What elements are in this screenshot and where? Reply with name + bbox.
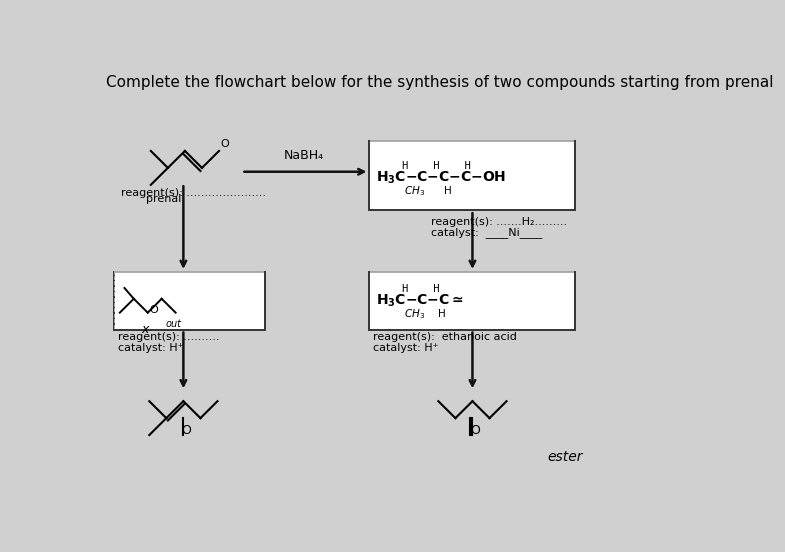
Text: reagent(s): .......H₂.........: reagent(s): .......H₂......... — [432, 217, 568, 227]
Text: O: O — [221, 140, 229, 150]
Text: reagent(s): ......................: reagent(s): ...................... — [122, 188, 266, 198]
Text: Complete the flowchart below for the synthesis of two compounds starting from pr: Complete the flowchart below for the syn… — [106, 76, 773, 91]
Text: O: O — [181, 424, 191, 437]
Text: H    H: H H — [402, 284, 440, 294]
Bar — [370, 272, 575, 330]
Bar — [370, 141, 575, 210]
Text: H    H    H: H H H — [402, 161, 471, 171]
Bar — [114, 272, 265, 330]
Text: reagent(s): ..........: reagent(s): .......... — [118, 332, 219, 342]
Text: catalyst: H⁺: catalyst: H⁺ — [373, 343, 439, 353]
Text: $\mathbf{H_3C{-}C{-}C{-}C{-}OH}$: $\mathbf{H_3C{-}C{-}C{-}C{-}OH}$ — [375, 169, 506, 186]
Text: $CH_3$      H: $CH_3$ H — [404, 184, 453, 198]
Text: $CH_3$    H: $CH_3$ H — [404, 307, 446, 321]
Text: reagent(s):  ethanoic acid: reagent(s): ethanoic acid — [373, 332, 517, 342]
Text: out: out — [166, 319, 181, 329]
Text: NaBH₄: NaBH₄ — [283, 148, 323, 162]
Text: x: x — [141, 323, 148, 336]
Text: prenal: prenal — [146, 194, 181, 204]
Text: $\mathbf{H_3C{-}C{-}C{\simeq}}$: $\mathbf{H_3C{-}C{-}C{\simeq}}$ — [375, 292, 463, 309]
Text: O: O — [470, 424, 480, 437]
Text: ester: ester — [548, 450, 583, 464]
Text: O: O — [149, 305, 158, 315]
Text: catalyst: H⁺: catalyst: H⁺ — [118, 343, 183, 353]
Text: catalyst:  ____Ni____: catalyst: ____Ni____ — [432, 227, 542, 238]
